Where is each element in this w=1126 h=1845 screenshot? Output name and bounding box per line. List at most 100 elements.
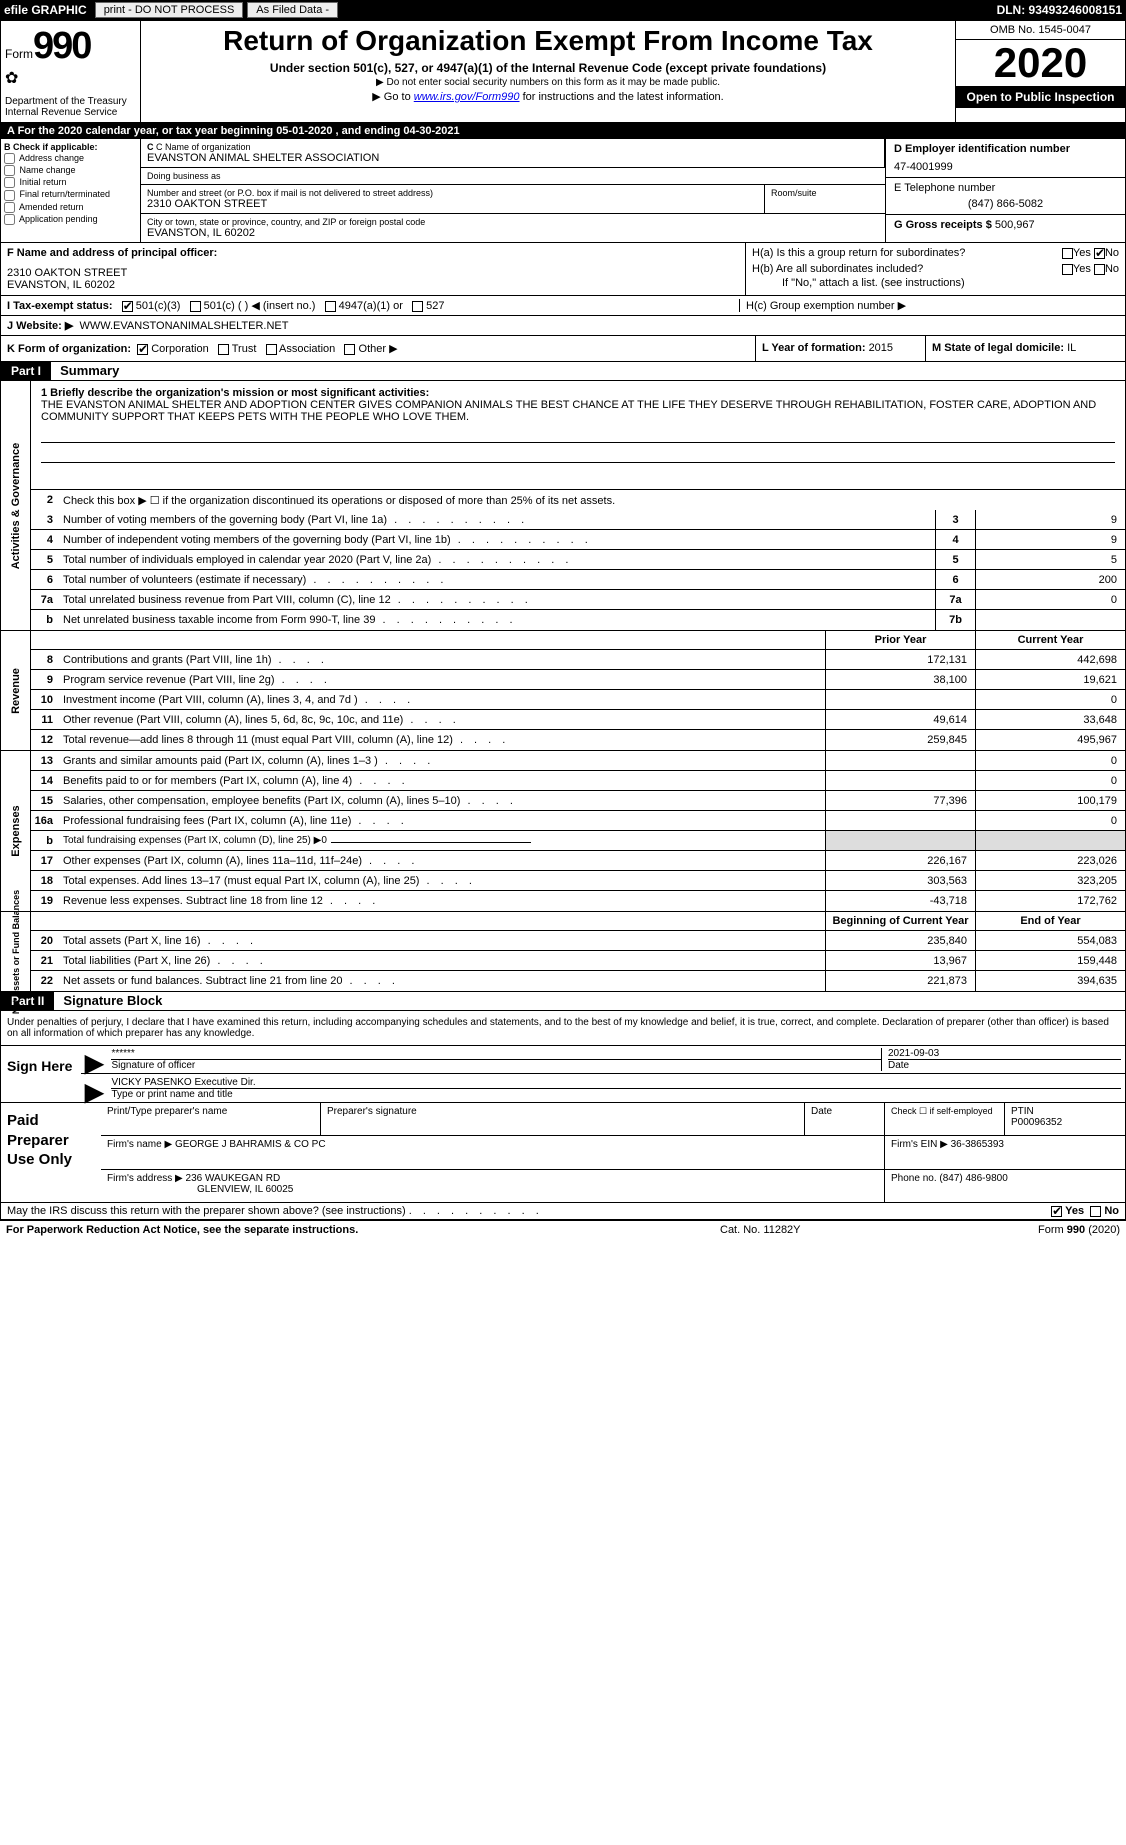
line-19: 19 Revenue less expenses. Subtract line … [31,891,1125,911]
section-b: B Check if applicable: Address change Na… [1,139,1125,243]
line-11: 11 Other revenue (Part VIII, column (A),… [31,710,1125,730]
cb-501c[interactable] [190,301,201,312]
firm-addr: 236 WAUKEGAN RD [186,1173,281,1184]
line-21: 21 Total liabilities (Part X, line 26) 1… [31,951,1125,971]
cb-trust[interactable] [218,344,229,355]
line-2-text: Check this box ▶ ☐ if the organization d… [59,492,1125,509]
cb-application-pending[interactable]: Application pending [4,214,137,225]
state-domicile: IL [1067,342,1076,354]
paid-preparer-block: Paid Preparer Use Only Print/Type prepar… [1,1103,1125,1203]
form-header: Form 990 ✿ Department of the Treasury In… [1,21,1125,123]
dba-label: Doing business as [147,171,879,181]
line-15: 15 Salaries, other compensation, employe… [31,791,1125,811]
part1-header: Part I Summary [1,362,1125,381]
line-22: 22 Net assets or fund balances. Subtract… [31,971,1125,991]
gross-receipts: 500,967 [995,219,1035,231]
public-inspection: Open to Public Inspection [956,86,1125,108]
website-row: J Website: ▶ WWW.EVANSTONANIMALSHELTER.N… [1,316,1125,336]
group-exemption: H(c) Group exemption number ▶ [739,299,1119,312]
cb-final-return[interactable]: Final return/terminated [4,189,137,200]
activities-governance-section: Activities & Governance 1 Briefly descri… [1,381,1125,631]
omb-number: OMB No. 1545-0047 [956,21,1125,40]
cb-other[interactable] [344,344,355,355]
line-13: 13 Grants and similar amounts paid (Part… [31,751,1125,771]
form-note1: ▶ Do not enter social security numbers o… [145,77,951,88]
cb-corporation[interactable] [137,344,148,355]
cb-association[interactable] [266,344,277,355]
cb-4947[interactable] [325,301,336,312]
line-6: 6 Total number of volunteers (estimate i… [31,570,1125,590]
firm-name: GEORGE J BAHRAMIS & CO PC [175,1139,326,1150]
city-state-zip: EVANSTON, IL 60202 [147,227,879,239]
cat-no: Cat. No. 11282Y [720,1224,920,1236]
form-title: Return of Organization Exempt From Incom… [145,25,951,57]
boy-header: Beginning of Current Year [825,912,975,930]
cb-name-change[interactable]: Name change [4,165,137,176]
dept-label: Department of the Treasury [5,96,136,107]
title-box: Return of Organization Exempt From Incom… [141,21,955,122]
org-info: C C Name of organization EVANSTON ANIMAL… [141,139,885,242]
eoy-header: End of Year [975,912,1125,930]
ein: 47-4001999 [894,161,1117,173]
self-employed-check[interactable]: Check ☐ if self-employed [885,1103,1005,1135]
net-assets-section: Net Assets or Fund Balances Beginning of… [1,912,1125,992]
line-17: 17 Other expenses (Part IX, column (A), … [31,851,1125,871]
officer-addr1: 2310 OAKTON STREET [7,267,739,279]
line-18: 18 Total expenses. Add lines 13–17 (must… [31,871,1125,891]
cb-discuss-no[interactable] [1090,1206,1101,1217]
asfiled-button[interactable]: As Filed Data - [247,2,338,18]
irs-label: Internal Revenue Service [5,107,136,118]
ptin: P00096352 [1011,1117,1062,1128]
prior-year-header: Prior Year [825,631,975,649]
line-7a: 7a Total unrelated business revenue from… [31,590,1125,610]
form-container: Form 990 ✿ Department of the Treasury In… [0,20,1126,1221]
expenses-section: Expenses 13 Grants and similar amounts p… [1,751,1125,912]
line-16a: 16a Professional fundraising fees (Part … [31,811,1125,831]
signature-officer-label: Signature of officer [111,1059,881,1071]
line-12: 12 Total revenue—add lines 8 through 11 … [31,730,1125,750]
form-id-box: Form 990 ✿ Department of the Treasury In… [1,21,141,122]
print-button[interactable]: print - DO NOT PROCESS [95,2,244,18]
line-9: 9 Program service revenue (Part VIII, li… [31,670,1125,690]
dln-label: DLN: 93493246008151 [997,3,1122,17]
efile-label: efile GRAPHIC [4,3,87,17]
header-right: OMB No. 1545-0047 2020 Open to Public In… [955,21,1125,122]
line-14: 14 Benefits paid to or for members (Part… [31,771,1125,791]
declaration-text: Under penalties of perjury, I declare th… [1,1011,1125,1046]
street-address: 2310 OAKTON STREET [147,198,758,210]
firm-ein: 36-3865393 [951,1139,1004,1150]
line-5: 5 Total number of individuals employed i… [31,550,1125,570]
line-b: b Net unrelated business taxable income … [31,610,1125,630]
cb-527[interactable] [412,301,423,312]
signature-date: 2021-09-03 [888,1048,1121,1059]
cb-discuss-yes[interactable] [1051,1206,1062,1217]
sign-here-block: Sign Here ▶ ****** Signature of officer … [1,1046,1125,1103]
discuss-row: May the IRS discuss this return with the… [1,1203,1125,1220]
officer-addr2: EVANSTON, IL 60202 [7,279,739,291]
mission-block: 1 Briefly describe the organization's mi… [31,381,1125,490]
footer-meta: For Paperwork Reduction Act Notice, see … [0,1221,1126,1239]
line-b: b Total fundraising expenses (Part IX, c… [31,831,1125,851]
line-3: 3 Number of voting members of the govern… [31,510,1125,530]
cb-initial-return[interactable]: Initial return [4,177,137,188]
line-8: 8 Contributions and grants (Part VIII, l… [31,650,1125,670]
row-a-period: A For the 2020 calendar year, or tax yea… [1,123,1125,139]
part2-header: Part II Signature Block [1,992,1125,1011]
tax-year: 2020 [956,40,1125,86]
form-number: 990 [33,25,90,68]
org-name: EVANSTON ANIMAL SHELTER ASSOCIATION [147,152,878,164]
year-formation: 2015 [869,342,893,354]
phone-number: (847) 866-5082 [894,198,1117,210]
cb-501c3[interactable] [122,301,133,312]
irs-link[interactable]: www.irs.gov/Form990 [414,91,520,103]
cb-address-change[interactable]: Address change [4,153,137,164]
check-if-applicable: B Check if applicable: Address change Na… [1,139,141,242]
tax-status-row: I Tax-exempt status: 501(c)(3) 501(c) ( … [1,296,1125,316]
cb-amended-return[interactable]: Amended return [4,202,137,213]
line-10: 10 Investment income (Part VIII, column … [31,690,1125,710]
form-note2: ▶ Go to www.irs.gov/Form990 for instruct… [145,90,951,103]
top-bar: efile GRAPHIC print - DO NOT PROCESS As … [0,0,1126,20]
line-20: 20 Total assets (Part X, line 16) 235,84… [31,931,1125,951]
firm-phone: (847) 486-9800 [939,1173,1007,1184]
mission-text: THE EVANSTON ANIMAL SHELTER AND ADOPTION… [41,399,1115,423]
